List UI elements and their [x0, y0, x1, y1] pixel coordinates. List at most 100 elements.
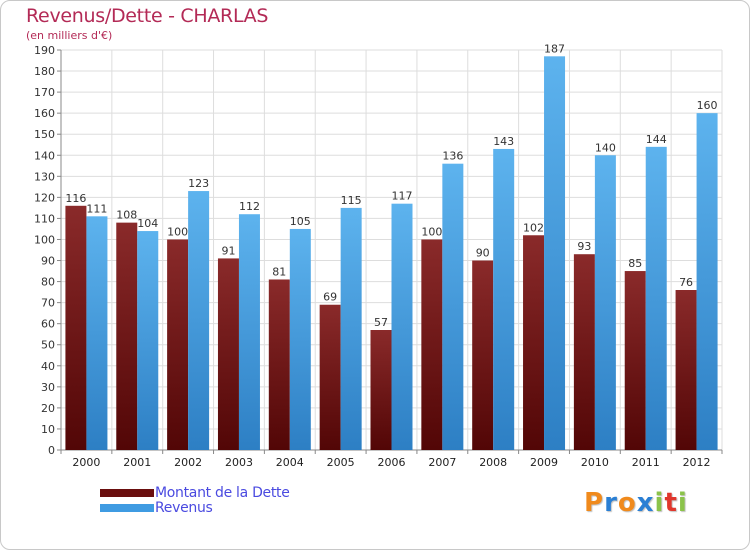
y-tick-label: 60	[41, 318, 55, 331]
data-label: 90	[476, 247, 490, 260]
data-label: 144	[646, 133, 667, 146]
x-tick-label: 2004	[276, 456, 304, 469]
data-label: 93	[577, 240, 591, 253]
data-label: 57	[374, 316, 388, 329]
data-label: 104	[137, 217, 158, 230]
chart-subtitle: (en milliers d'€)	[26, 29, 113, 42]
x-tick-label: 2006	[378, 456, 406, 469]
data-label: 91	[221, 244, 235, 257]
y-tick-label: 190	[34, 44, 55, 57]
data-label: 123	[188, 177, 209, 190]
bar-revenus	[645, 146, 667, 450]
x-tick-label: 2012	[683, 456, 711, 469]
data-label: 136	[442, 150, 463, 163]
bar-dette	[217, 258, 239, 450]
data-label: 140	[595, 141, 616, 154]
logo-letter: o	[617, 488, 637, 518]
y-tick-label: 180	[34, 65, 55, 78]
y-tick-label: 120	[34, 191, 55, 204]
bar-dette	[370, 330, 392, 450]
y-tick-label: 150	[34, 128, 55, 141]
logo-letter: r	[604, 488, 618, 518]
data-label: 112	[239, 200, 260, 213]
y-tick-label: 170	[34, 86, 55, 99]
bar-dette	[167, 239, 189, 450]
data-label: 116	[65, 192, 86, 205]
logo-letter: x	[636, 488, 655, 518]
x-tick-label: 2002	[174, 456, 202, 469]
x-tick-label: 2007	[428, 456, 456, 469]
bar-dette	[421, 239, 443, 450]
x-tick-label: 2005	[327, 456, 355, 469]
data-label: 187	[544, 42, 565, 55]
bar-revenus	[594, 155, 616, 450]
bar-revenus	[391, 203, 413, 450]
legend-swatch-revenus	[100, 504, 154, 512]
legend-swatch-debt	[100, 489, 154, 497]
legend-label-debt: Montant de la Dette	[155, 485, 290, 501]
data-label: 108	[116, 209, 137, 222]
bar-revenus	[86, 216, 108, 450]
x-tick-label: 2009	[530, 456, 558, 469]
bar-dette	[268, 279, 290, 450]
y-tick-label: 140	[34, 149, 55, 162]
y-tick-label: 90	[41, 255, 55, 268]
bar-dette	[319, 304, 341, 450]
bar-revenus	[340, 207, 362, 450]
x-tick-label: 2003	[225, 456, 253, 469]
data-label: 117	[392, 190, 413, 203]
bar-layer	[65, 56, 718, 451]
bar-dette	[624, 271, 646, 450]
bar-dette	[675, 290, 697, 450]
y-tick-label: 40	[41, 360, 55, 373]
bar-revenus	[137, 231, 159, 450]
logo-letter: t	[664, 488, 678, 518]
x-tick-label: 2000	[72, 456, 100, 469]
data-label: 76	[679, 276, 693, 289]
data-label: 102	[523, 221, 544, 234]
data-label: 69	[323, 291, 337, 304]
x-tick-label: 2008	[479, 456, 507, 469]
y-tick-label: 130	[34, 170, 55, 183]
bar-revenus	[238, 214, 260, 450]
logo-letter: i	[654, 488, 665, 518]
data-label: 100	[167, 225, 188, 238]
data-label: 115	[341, 194, 362, 207]
y-tick-label: 110	[34, 212, 55, 225]
bar-revenus	[696, 113, 718, 450]
data-label: 105	[290, 215, 311, 228]
bar-dette	[116, 222, 138, 450]
data-label: 81	[272, 265, 286, 278]
y-tick-label: 20	[41, 402, 55, 415]
bar-revenus	[493, 148, 515, 450]
bar-dette	[65, 205, 87, 450]
bar-dette	[573, 254, 595, 450]
legend-label-revenus: Revenus	[155, 500, 213, 516]
data-label: 111	[86, 202, 107, 215]
y-tick-label: 80	[41, 276, 55, 289]
bar-dette	[472, 260, 494, 450]
logo-letter: i	[677, 488, 688, 518]
y-tick-label: 0	[48, 444, 55, 457]
y-tick-label: 10	[41, 423, 55, 436]
data-label: 100	[421, 225, 442, 238]
logo-letter: P	[584, 488, 605, 518]
y-tick-label: 30	[41, 381, 55, 394]
x-tick-label: 2010	[581, 456, 609, 469]
bar-revenus	[188, 191, 210, 451]
bar-revenus	[544, 56, 566, 450]
y-tick-label: 50	[41, 339, 55, 352]
data-label: 85	[628, 257, 642, 270]
x-tick-label: 2011	[632, 456, 660, 469]
bar-revenus	[442, 163, 464, 450]
y-tick-label: 70	[41, 297, 55, 310]
bar-dette	[523, 235, 545, 450]
chart-title: Revenus/Dette - CHARLAS	[26, 5, 269, 27]
proxiti-logo: Proxiti	[584, 488, 688, 518]
y-tick-label: 100	[34, 233, 55, 246]
x-tick-label: 2001	[123, 456, 151, 469]
data-label: 160	[697, 99, 718, 112]
y-tick-label: 160	[34, 107, 55, 120]
